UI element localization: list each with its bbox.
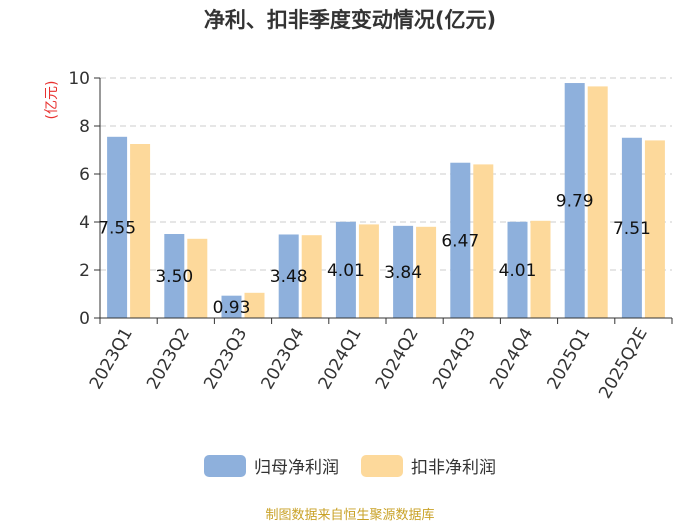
data-label: 3.50 bbox=[155, 267, 193, 287]
x-tick-label: 2025Q2E bbox=[595, 325, 651, 403]
legend-swatch bbox=[361, 454, 403, 477]
bar-1 bbox=[301, 235, 322, 318]
y-axis-label: (亿元) bbox=[44, 81, 60, 120]
y-tick-label: 2 bbox=[79, 261, 90, 281]
bar-0 bbox=[335, 221, 356, 318]
bar-1 bbox=[358, 224, 379, 318]
data-label: 3.48 bbox=[270, 267, 308, 287]
y-tick-label: 8 bbox=[79, 117, 90, 137]
x-tick-label: 2025Q1 bbox=[543, 325, 594, 393]
x-tick-label: 2024Q2 bbox=[372, 325, 423, 393]
legend-label: 扣非净利润 bbox=[411, 458, 496, 478]
grid-lines bbox=[100, 77, 672, 271]
legend: 归母净利润 扣非净利润 bbox=[0, 453, 700, 478]
data-labels: 7.55 3.50 0.93 3.48 4.01 3.84 6.47 4.01 9.79 7.51 bbox=[98, 192, 651, 318]
bar-0 bbox=[450, 162, 471, 318]
bar-1 bbox=[416, 226, 437, 318]
x-tick-label: 2024Q1 bbox=[315, 325, 366, 393]
legend-item-1[interactable]: 扣非净利润 bbox=[361, 453, 496, 478]
x-tick-label: 2023Q2 bbox=[143, 325, 194, 393]
y-tick-label: 0 bbox=[79, 309, 90, 329]
source-note: 制图数据来自恒生聚源数据库 bbox=[265, 508, 435, 523]
bar-0 bbox=[507, 221, 528, 318]
y-tick-label: 4 bbox=[79, 213, 90, 233]
data-label: 4.01 bbox=[327, 261, 365, 281]
chart-title: 净利、扣非季度变动情况(亿元) bbox=[203, 8, 497, 32]
bar-1 bbox=[187, 238, 208, 318]
x-tick-label: 2024Q4 bbox=[486, 325, 537, 393]
legend-swatch bbox=[204, 454, 246, 477]
bar-1 bbox=[587, 86, 608, 319]
x-tick-label: 2023Q4 bbox=[257, 325, 308, 393]
bar-1 bbox=[244, 292, 265, 318]
data-label: 9.79 bbox=[556, 192, 594, 212]
data-label: 0.93 bbox=[213, 298, 251, 318]
data-label: 4.01 bbox=[499, 261, 537, 281]
data-label: 6.47 bbox=[441, 231, 479, 251]
x-tick-label: 2023Q1 bbox=[86, 325, 137, 393]
bar-0 bbox=[164, 234, 185, 318]
data-label: 3.84 bbox=[384, 263, 422, 283]
y-tick-label: 6 bbox=[79, 165, 90, 185]
bar-1 bbox=[473, 164, 494, 318]
bars bbox=[107, 83, 665, 319]
bar-0 bbox=[107, 136, 128, 318]
bar-0 bbox=[221, 295, 242, 318]
bar-0 bbox=[278, 234, 299, 318]
y-tick-label: 10 bbox=[68, 69, 90, 89]
x-tick-label: 2024Q3 bbox=[429, 325, 480, 393]
bar-1 bbox=[130, 144, 151, 318]
bar-1 bbox=[530, 220, 551, 318]
bar-0 bbox=[393, 225, 414, 318]
legend-label: 归母净利润 bbox=[254, 458, 339, 478]
data-label: 7.55 bbox=[98, 218, 136, 238]
x-tick-label: 2023Q3 bbox=[200, 325, 251, 393]
bar-0 bbox=[564, 83, 585, 318]
bar-1 bbox=[644, 140, 665, 318]
bar-0 bbox=[621, 137, 642, 318]
data-label: 7.51 bbox=[613, 219, 651, 239]
legend-item-0[interactable]: 归母净利润 bbox=[204, 453, 339, 478]
